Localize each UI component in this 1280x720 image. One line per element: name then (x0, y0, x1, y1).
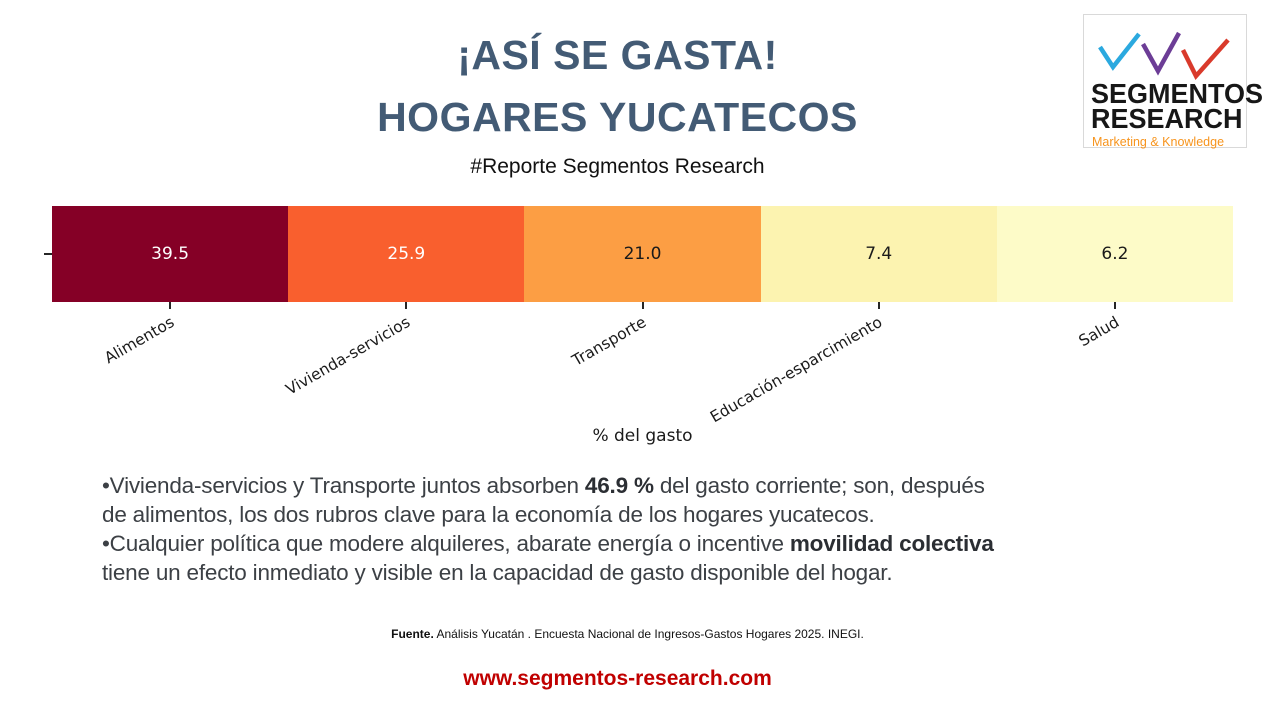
source-note: Fuente. Análisis Yucatán . Encuesta Naci… (0, 627, 1255, 641)
body-text-span: de alimentos, los dos rubros clave para … (102, 502, 875, 527)
bar-value-label: 7.4 (865, 244, 893, 264)
bar-segment: 7.4 (760, 206, 997, 302)
logo-name-line2: RESEARCH (1091, 102, 1243, 135)
logo-name: SEGMENTOS RESEARCH (1091, 77, 1264, 135)
source-note-text: Análisis Yucatán . Encuesta Nacional de … (433, 627, 864, 641)
category-label: Educación-esparcimiento (707, 313, 886, 427)
category-label: Alimentos (101, 313, 178, 368)
category-label: Vivienda-servicios (282, 313, 414, 399)
body-text-bold: 46.9 % (584, 473, 654, 498)
body-text-line: •Vivienda-servicios y Transporte juntos … (102, 471, 1172, 500)
body-text-span: •Cualquier política que modere alquilere… (102, 531, 790, 556)
bar-segment: 21.0 (524, 206, 761, 302)
body-text-line: •Cualquier política que modere alquilere… (102, 529, 1172, 558)
category-label: Salud (1075, 313, 1122, 351)
body-text-bold: movilidad colectiva (789, 531, 994, 556)
source-note-label: Fuente. (391, 627, 434, 641)
website-link[interactable]: www.segmentos-research.com (463, 667, 772, 690)
page-subtitle: #Reporte Segmentos Research (470, 155, 765, 178)
insight-bullets: •Vivienda-servicios y Transporte juntos … (102, 471, 1172, 587)
body-text-line: de alimentos, los dos rubros clave para … (102, 500, 1172, 529)
bar-segment: 39.5 (52, 206, 289, 302)
checkmarks-icon (1098, 31, 1230, 80)
header: ¡ASÍ SE GASTA! HOGARES YUCATECOS #Report… (0, 24, 1235, 179)
x-axis-tick (641, 302, 644, 309)
logo-tagline: Marketing & Knowledge (1092, 135, 1225, 149)
x-axis-tick (877, 302, 880, 309)
segmentos-research-logo: SEGMENTOS RESEARCH Marketing & Knowledge (1083, 14, 1263, 149)
x-axis-label: % del gasto (592, 426, 693, 446)
x-axis-tick (169, 302, 172, 309)
bar-value-label: 39.5 (151, 244, 190, 264)
body-text-line: tiene un efecto inmediato y visible en l… (102, 558, 1172, 587)
page-title-line2: HOGARES YUCATECOS (377, 94, 858, 140)
page-title-line1: ¡ASÍ SE GASTA! (457, 32, 778, 78)
bar-value-label: 6.2 (1101, 244, 1129, 264)
spending-bar-chart: 39.5 25.9 21.0 7.4 6.2 Alimentos Vivienda-ser… (44, 206, 1234, 446)
body-text-span: tiene un efecto inmediato y visible en l… (102, 560, 893, 585)
bar-strip: 39.5 25.9 21.0 7.4 6.2 (52, 206, 1234, 302)
bar-segment: 6.2 (996, 206, 1234, 302)
category-label: Transporte (569, 313, 650, 370)
body-text-span: •Vivienda-servicios y Transporte juntos … (102, 473, 585, 498)
bar-value-label: 21.0 (623, 244, 662, 264)
x-axis-tick (1113, 302, 1116, 309)
x-axis-tick (405, 302, 408, 309)
body-text-span: del gasto corriente; son, después (653, 473, 985, 498)
bar-value-label: 25.9 (387, 244, 426, 264)
logo-name-line1: SEGMENTOS (1091, 77, 1264, 110)
bar-segment: 25.9 (288, 206, 525, 302)
y-axis-tick (44, 253, 52, 255)
